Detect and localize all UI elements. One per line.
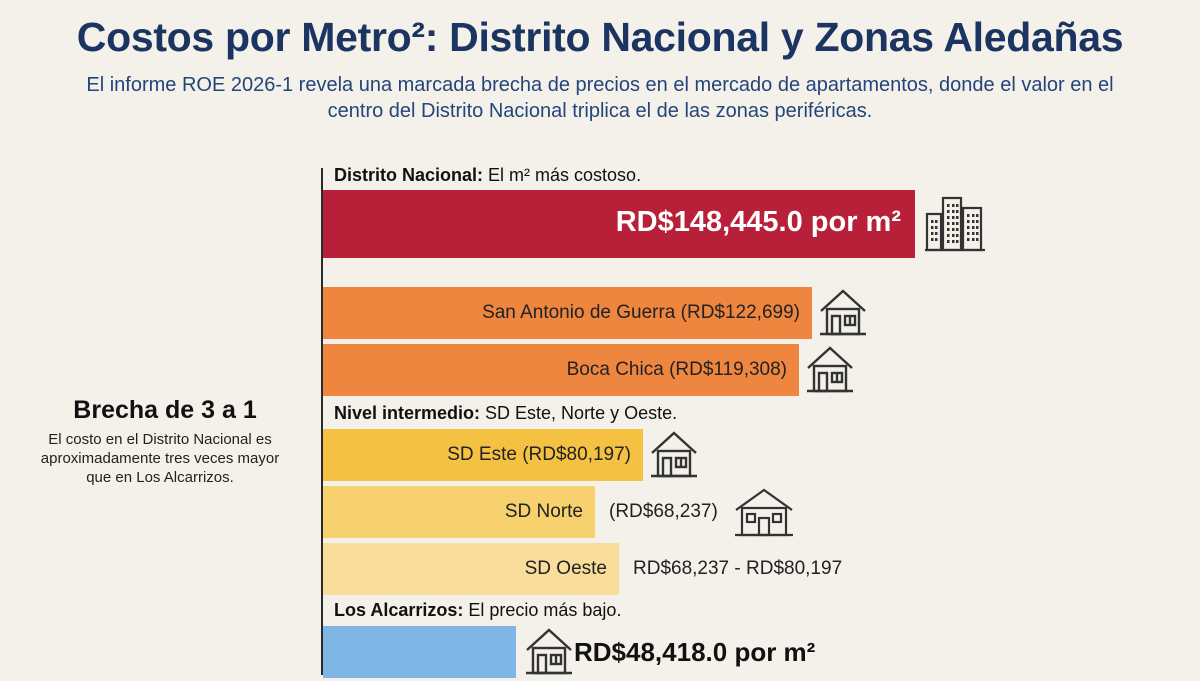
section-distrito: Distrito Nacional: El m² más costoso.	[334, 165, 642, 185]
gap-description: El costo en el Distrito Nacional es apro…	[40, 431, 280, 486]
bar-label: SD Oeste	[524, 558, 607, 579]
bar-label: Boca Chica (RD$119,308)	[566, 359, 787, 380]
bar-los-alcarrizos	[323, 626, 516, 678]
bar-label: RD$48,418.0 por m²	[574, 637, 816, 667]
large-house-icon	[733, 486, 795, 543]
bar-boca-chica	[323, 344, 799, 396]
bar-label: San Antonio de Guerra (RD$122,699)	[482, 302, 800, 323]
bar-label: RD$148,445.0 por m²	[615, 206, 901, 238]
bar-sd-oeste	[323, 543, 619, 595]
bar-value-label: RD$68,237 - RD$80,197	[633, 558, 843, 579]
page-subtitle: El informe ROE 2026-1 revela una marcada…	[86, 74, 1114, 122]
section-alcarrizos: Los Alcarrizos: El precio más bajo.	[334, 600, 622, 620]
bar-label: SD Este (RD$80,197)	[447, 444, 631, 465]
bar-sd-norte	[323, 486, 595, 538]
bar-distrito-nacional	[323, 190, 915, 258]
bar-san-antonio-de-guerra	[323, 287, 812, 339]
bar-value-label: (RD$68,237)	[609, 501, 718, 522]
gap-title: Brecha de 3 a 1	[73, 396, 257, 424]
section-intermedio: Nivel intermedio: SD Este, Norte y Oeste…	[334, 403, 678, 423]
house-icon	[805, 344, 855, 399]
house-icon	[818, 287, 868, 342]
city-buildings-icon	[923, 192, 987, 259]
bar-label: SD Norte	[504, 501, 583, 522]
chart-axis	[321, 168, 323, 675]
house-icon	[524, 626, 574, 681]
page-title: Costos por Metro²: Distrito Nacional y Z…	[76, 14, 1124, 60]
bar-sd-este	[323, 429, 643, 481]
house-icon	[649, 429, 699, 484]
